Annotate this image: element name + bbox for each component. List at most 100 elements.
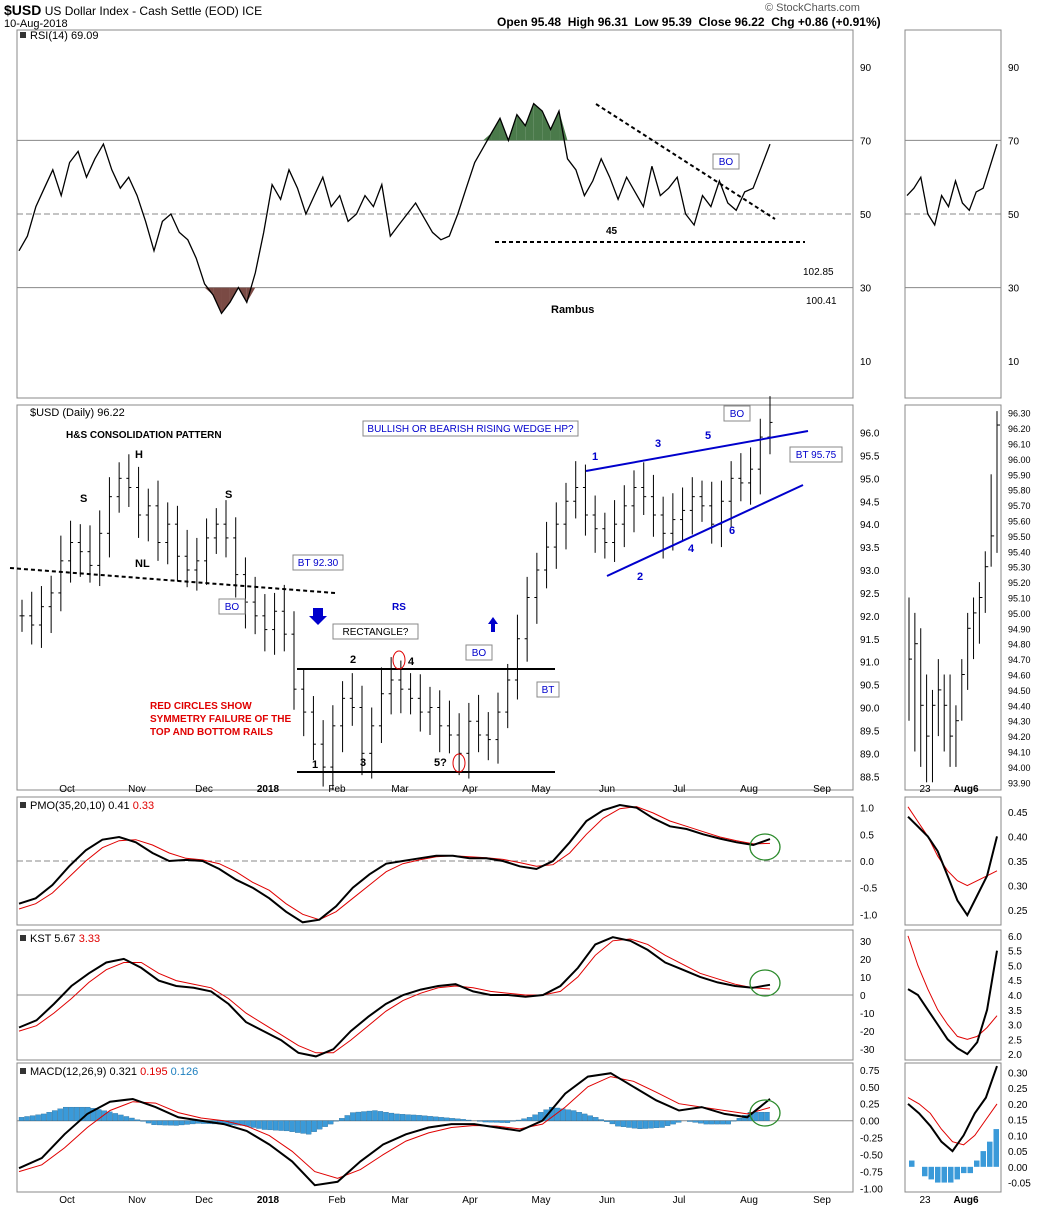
macd-histogram-bar [692, 1120, 698, 1123]
price-tick-label: 91.5 [860, 635, 880, 646]
macd-histogram-bar [162, 1120, 168, 1126]
pmo-signal-line [18, 806, 771, 921]
pmo-inset-tick-label: 0.45 [1008, 808, 1028, 819]
macd-histogram-bar [317, 1120, 323, 1130]
wedge-point-2: 2 [637, 571, 643, 583]
macd-inset-main-line [907, 1065, 998, 1153]
rsi-inset-tick-label: 90 [1008, 63, 1020, 74]
kst-inset-signal-line [907, 935, 998, 1040]
macd-inset-histogram-bar [909, 1160, 915, 1167]
inset-price-tick-label: 95.00 [1008, 609, 1031, 619]
pmo-tick-label: 0.5 [860, 830, 874, 841]
macd-histogram-bar [427, 1116, 433, 1121]
macd-histogram-bar [366, 1110, 373, 1121]
macd-x-label: Jun [599, 1195, 615, 1206]
macd-histogram-bar [256, 1120, 262, 1129]
macd-histogram-bar [267, 1120, 273, 1131]
low-value: 95.39 [661, 15, 692, 29]
rectangle-callout: RECTANGLE? [343, 627, 409, 638]
rsi-inset-tick-label: 50 [1008, 210, 1020, 221]
macd-histogram-bar [631, 1120, 638, 1129]
bt-92-callout-box [292, 554, 344, 571]
macd-histogram-bar [156, 1120, 163, 1126]
price-tick-label: 95.5 [860, 451, 880, 462]
bt-92-callout: BT 92.30 [298, 558, 339, 569]
macd-inset-x-label: 23 [919, 1195, 931, 1206]
pmo-legend-swatch [20, 802, 26, 808]
macd-histogram-bar [482, 1120, 489, 1123]
macd-histogram-bar [488, 1120, 494, 1123]
macd-inset-tick-label: -0.05 [1008, 1179, 1031, 1190]
macd-inset-histogram-bar [954, 1166, 960, 1180]
inset-price-tick-label: 94.30 [1008, 717, 1031, 727]
pmo-panel-inset-frame [904, 796, 1002, 926]
macd-histogram-bar [515, 1119, 522, 1121]
macd-legend-value-3: 0.126 [171, 1066, 199, 1078]
macd-x-label: Oct [59, 1195, 75, 1206]
macd-histogram-bar [587, 1115, 593, 1121]
price-x-label: Jun [599, 784, 615, 795]
rsi-author-label: Rambus [551, 304, 594, 316]
inset-price-tick-label: 95.60 [1008, 517, 1031, 527]
rect-point-5: 5? [434, 757, 447, 769]
red-note-line: SYMMETRY FAILURE OF THE [150, 714, 291, 725]
kst-panel-inset-frame [904, 929, 1002, 1061]
macd-histogram-bar [758, 1112, 765, 1121]
rsi-bo-callout: BO [719, 157, 734, 168]
macd-histogram-bar [620, 1120, 627, 1127]
rsi-side-value-1: 102.85 [803, 267, 834, 278]
pmo-legend-name: PMO(35,20,10) [30, 800, 108, 812]
macd-histogram-bar [123, 1116, 130, 1121]
price-tick-label: 90.0 [860, 704, 880, 715]
macd-histogram-bar [272, 1120, 279, 1131]
rsi-trendline [595, 103, 776, 220]
macd-histogram-bar [261, 1120, 268, 1130]
macd-histogram-bar [344, 1115, 350, 1121]
macd-histogram-bar [593, 1117, 599, 1121]
price-tick-label: 88.5 [860, 772, 880, 783]
kst-tick-label: -20 [860, 1027, 875, 1038]
macd-histogram-bar [698, 1120, 704, 1124]
macd-histogram-bar [339, 1118, 345, 1121]
wedge-title-callout-box [362, 420, 579, 437]
price-panel-inset-frame [904, 404, 1002, 791]
price-x-label: Oct [59, 784, 75, 795]
price-tick-label: 94.0 [860, 520, 880, 531]
macd-histogram-bar [659, 1120, 665, 1128]
macd-histogram-bar [300, 1120, 306, 1134]
macd-histogram-bar [598, 1119, 604, 1121]
macd-histogram-bar [145, 1120, 152, 1124]
inset-price-tick-label: 93.90 [1008, 778, 1031, 788]
wedge-point-3: 3 [655, 438, 661, 450]
macd-histogram-bar [410, 1114, 417, 1121]
macd-histogram-bar [388, 1112, 395, 1121]
inset-price-tick-label: 96.20 [1008, 424, 1031, 434]
kst-legend-name: KST [30, 933, 54, 945]
macd-x-label: Dec [195, 1195, 213, 1206]
price-x-label: Aug [740, 784, 758, 795]
macd-legend-name: MACD(12,26,9) [30, 1066, 109, 1078]
price-x-label: Feb [328, 784, 346, 795]
rect-point-3: 3 [360, 757, 366, 769]
right-shoulder-label: S [225, 489, 232, 501]
macd-tick-label: 0.75 [860, 1066, 880, 1077]
bo-callout-3: BO [730, 409, 745, 420]
bo-callout-1-box [218, 598, 246, 615]
left-shoulder-label: S [80, 493, 87, 505]
inset-price-tick-label: 94.40 [1008, 701, 1031, 711]
price-tick-label: 96.0 [860, 429, 880, 440]
macd-histogram-bar [626, 1120, 632, 1128]
macd-tick-label: -1.00 [860, 1185, 883, 1196]
macd-histogram-bar [460, 1119, 466, 1121]
pmo-tick-label: -0.5 [860, 884, 878, 895]
rsi-legend-swatch [20, 32, 26, 38]
rsi-bo-callout-box [712, 153, 740, 170]
macd-histogram-bar [118, 1114, 124, 1121]
inset-price-tick-label: 94.10 [1008, 748, 1031, 758]
wedge-upper-line [585, 430, 809, 472]
kst-inset-tick-label: 2.0 [1008, 1050, 1022, 1061]
kst-tick-label: 30 [860, 937, 872, 948]
macd-x-label: Aug [740, 1195, 758, 1206]
macd-histogram-bar [333, 1120, 339, 1122]
macd-histogram-bar [725, 1120, 731, 1125]
